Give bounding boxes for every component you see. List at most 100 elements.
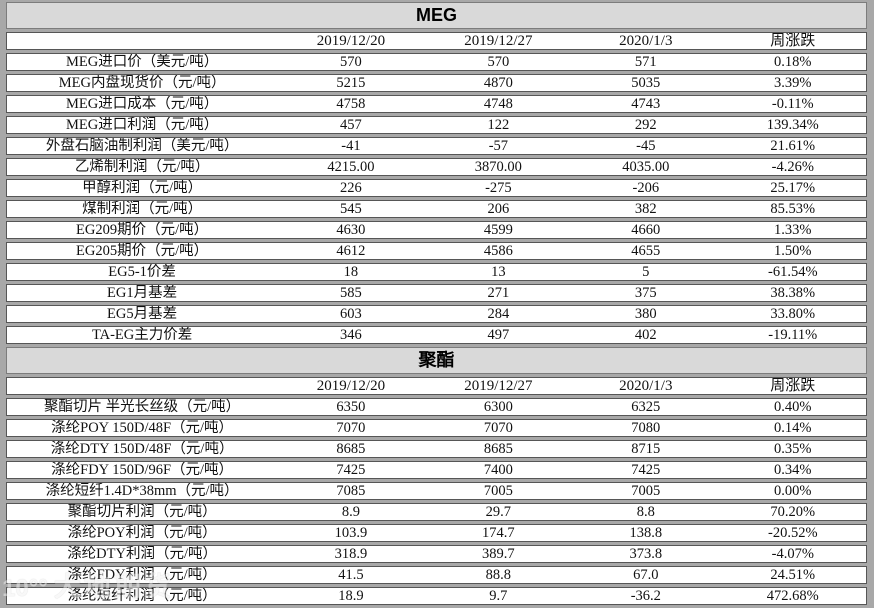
table-row: MEG内盘现货价（元/吨） 5215 4870 5035 3.39% [6,74,867,92]
cell-value: 4655 [572,242,720,260]
cell-value: 138.8 [572,524,720,542]
cell-value: 41.5 [277,566,425,584]
cell-value: 13 [424,263,573,281]
cell-value: 402 [572,326,720,344]
cell-value: 570 [277,53,425,71]
cell-value: 4599 [424,221,573,239]
cell-value: -41 [277,137,425,155]
table-row: 涤纶FDY利润（元/吨） 41.5 88.8 67.0 24.51% [6,566,867,584]
table-row: 涤纶短纤1.4D*38mm（元/吨） 7085 7005 7005 0.00% [6,482,867,500]
cell-value: 1.50% [719,242,867,260]
row-label: 涤纶FDY 150D/96F（元/吨） [6,461,278,479]
row-label: 涤纶FDY利润（元/吨） [6,566,278,584]
table-row: MEG进口利润（元/吨） 457 122 292 139.34% [6,116,867,134]
cell-value: 85.53% [719,200,867,218]
table-row: EG5-1价差 18 13 5 -61.54% [6,263,867,281]
cell-value: 25.17% [719,179,867,197]
table-row: 聚酯切片利润（元/吨） 8.9 29.7 8.8 70.20% [6,503,867,521]
cell-value: 4035.00 [572,158,720,176]
cell-value: 18.9 [277,587,425,605]
cell-value: 1.33% [719,221,867,239]
cell-value: 7070 [277,419,425,437]
cell-value: 0.14% [719,419,867,437]
table-row: 乙烯制利润（元/吨） 4215.00 3870.00 4035.00 -4.26% [6,158,867,176]
cell-value: -45 [572,137,720,155]
row-label: 涤纶POY 150D/48F（元/吨） [6,419,278,437]
cell-value: 5215 [277,74,425,92]
row-label: 乙烯制利润（元/吨） [6,158,278,176]
row-label: MEG内盘现货价（元/吨） [6,74,278,92]
column-header: 2019/12/20 [277,32,425,50]
cell-value: 9.7 [424,587,573,605]
meg-table: 2019/12/20 2019/12/27 2020/1/3 周涨跌 MEG进口价（美元… [6,29,867,347]
row-label: EG205期价（元/吨） [6,242,278,260]
section-meg: MEG 2019/12/20 2019/12/27 2020/1/3 周涨跌 MEG进口… [6,2,867,347]
cell-value: -4.07% [719,545,867,563]
cell-value: 545 [277,200,425,218]
cell-value: 6325 [572,398,720,416]
row-label: TA-EG主力价差 [6,326,278,344]
column-header: 2020/1/3 [572,377,720,395]
cell-value: 7425 [277,461,425,479]
table-row: 涤纶POY 150D/48F（元/吨） 7070 7070 7080 0.14% [6,419,867,437]
cell-value: 4743 [572,95,720,113]
cell-value: -20.52% [719,524,867,542]
cell-value: 603 [277,305,425,323]
cell-value: -0.11% [719,95,867,113]
table-row: 涤纶DTY利润（元/吨） 318.9 389.7 373.8 -4.07% [6,545,867,563]
section-polyester: 聚酯 2019/12/20 2019/12/27 2020/1/3 周涨跌 聚酯切片 半… [6,347,867,608]
column-header: 2019/12/27 [424,32,573,50]
cell-value: 373.8 [572,545,720,563]
column-header: 2020/1/3 [572,32,720,50]
table-row: EG205期价（元/吨） 4612 4586 4655 1.50% [6,242,867,260]
cell-value: 7005 [424,482,573,500]
cell-value: 4586 [424,242,573,260]
table-row: TA-EG主力价差 346 497 402 -19.11% [6,326,867,344]
cell-value: 8.9 [277,503,425,521]
cell-value: 174.7 [424,524,573,542]
cell-value: 103.9 [277,524,425,542]
row-label: EG209期价（元/吨） [6,221,278,239]
cell-value: 7425 [572,461,720,479]
cell-value: 4630 [277,221,425,239]
row-label: 涤纶短纤1.4D*38mm（元/吨） [6,482,278,500]
corner-cell [6,32,278,50]
row-label: 涤纶短纤利润（元/吨） [6,587,278,605]
cell-value: 24.51% [719,566,867,584]
polyester-table: 2019/12/20 2019/12/27 2020/1/3 周涨跌 聚酯切片 半光长丝… [6,374,867,608]
table-row: EG5月基差 603 284 380 33.80% [6,305,867,323]
row-label: EG5-1价差 [6,263,278,281]
cell-value: 29.7 [424,503,573,521]
cell-value: 226 [277,179,425,197]
column-header-row: 2019/12/20 2019/12/27 2020/1/3 周涨跌 [6,377,867,395]
table-row: MEG进口成本（元/吨） 4758 4748 4743 -0.11% [6,95,867,113]
section-title-polyester: 聚酯 [6,347,867,374]
cell-value: 7080 [572,419,720,437]
cell-value: 8.8 [572,503,720,521]
cell-value: -4.26% [719,158,867,176]
cell-value: 0.18% [719,53,867,71]
cell-value: 375 [572,284,720,302]
cell-value: -19.11% [719,326,867,344]
row-label: 甲醇利润（元/吨） [6,179,278,197]
cell-value: 457 [277,116,425,134]
cell-value: 38.38% [719,284,867,302]
cell-value: 0.40% [719,398,867,416]
cell-value: -36.2 [572,587,720,605]
section-title-meg: MEG [6,2,867,29]
cell-value: 7400 [424,461,573,479]
cell-value: -61.54% [719,263,867,281]
cell-value: 7070 [424,419,573,437]
cell-value: 497 [424,326,573,344]
row-label: MEG进口成本（元/吨） [6,95,278,113]
cell-value: 6300 [424,398,573,416]
table-row: 聚酯切片 半光长丝级（元/吨） 6350 6300 6325 0.40% [6,398,867,416]
row-label: 煤制利润（元/吨） [6,200,278,218]
cell-value: 67.0 [572,566,720,584]
cell-value: 70.20% [719,503,867,521]
table-row: EG209期价（元/吨） 4630 4599 4660 1.33% [6,221,867,239]
cell-value: 389.7 [424,545,573,563]
cell-value: 4870 [424,74,573,92]
row-label: 外盘石脑油制利润（美元/吨） [6,137,278,155]
